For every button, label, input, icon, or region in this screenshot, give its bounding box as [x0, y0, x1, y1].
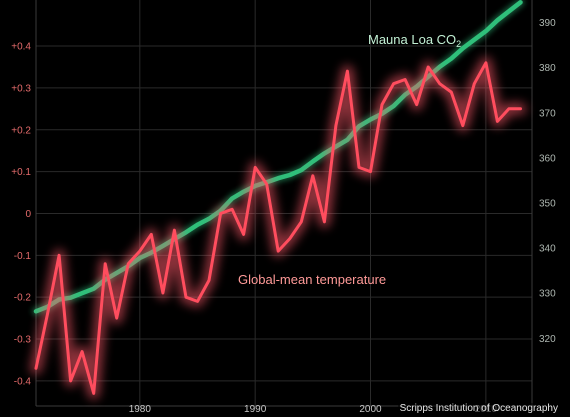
y-right-tick-label: 330 [539, 289, 556, 300]
series-layer [30, 0, 527, 400]
y-left-tick-label: -0.3 [14, 335, 32, 346]
y-left-tick-label: 0 [25, 209, 31, 220]
y-right-tick-label: 340 [539, 244, 556, 255]
y-left-tick-label: -0.2 [14, 293, 32, 304]
y-left-tick-label: -0.1 [14, 251, 32, 262]
y-right-tick-label: 390 [539, 18, 556, 29]
temperature-series-label: Global-mean temperature [238, 272, 386, 287]
x-tick-label: 2000 [359, 404, 382, 415]
y-left-tick-label: +0.2 [11, 125, 31, 136]
co2-series-label: Mauna Loa CO2 [368, 32, 461, 49]
x-tick-label: 1990 [244, 404, 267, 415]
y-left-tick-label: +0.1 [11, 167, 31, 178]
x-tick-label: 1980 [129, 404, 152, 415]
y-right-tick-label: 370 [539, 108, 556, 119]
y-left-tick-label: -0.4 [14, 376, 32, 387]
grid [35, 0, 533, 407]
y-right-tick-label: 380 [539, 63, 556, 74]
temperature-line [34, 61, 522, 395]
y-right-tick-label: 360 [539, 153, 556, 164]
y-right-tick-label: 350 [539, 199, 556, 210]
co2-line [33, 0, 523, 314]
y-left-tick-label: +0.4 [11, 42, 31, 53]
y-left-tick-label: +0.3 [11, 83, 31, 94]
image-credit: Scripps Institution of Oceanography [397, 403, 560, 414]
y-right-tick-label: 320 [539, 334, 556, 345]
tick-labels: +0.4 +0.3 +0.2 +0.1 0 -0.1 -0.2 -0.3 -0.4 390 380 3… [11, 18, 556, 415]
